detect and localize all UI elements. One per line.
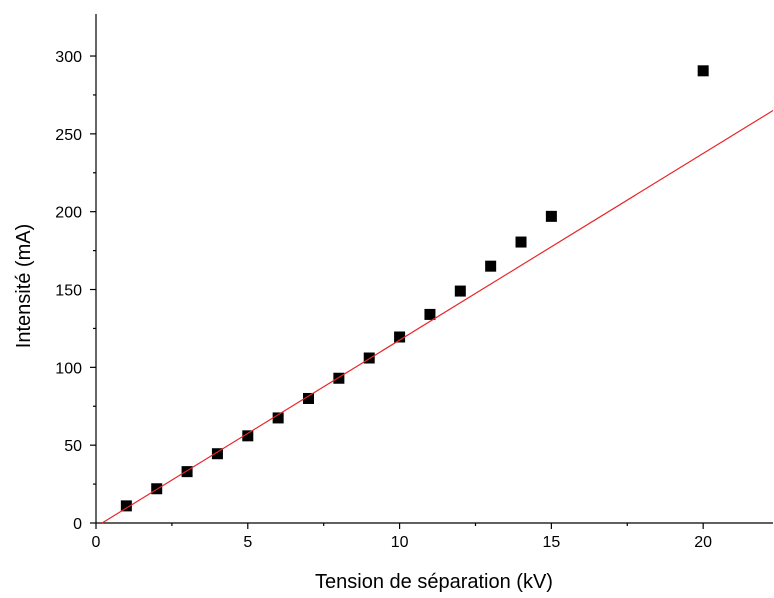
ticks (90, 55, 704, 529)
data-point (181, 466, 193, 478)
data-point (545, 210, 557, 222)
data-point (211, 448, 223, 460)
x-tick-label: 5 (243, 534, 252, 551)
x-tick-label: 15 (542, 534, 560, 551)
x-tick-label: 20 (694, 534, 712, 551)
data-point (454, 285, 466, 297)
y-tick-label: 300 (55, 49, 82, 66)
y-tick-label: 200 (55, 205, 82, 222)
marks (101, 65, 774, 524)
data-point (303, 392, 315, 404)
y-tick-label: 250 (55, 127, 82, 144)
x-axis-label: Tension de séparation (kV) (315, 571, 553, 593)
y-tick-label: 0 (73, 516, 82, 533)
data-point (272, 412, 284, 424)
y-tick-label: 100 (55, 360, 82, 377)
data-point (242, 430, 254, 442)
data-point (485, 260, 497, 272)
y-tick-label: 150 (55, 283, 82, 300)
data-point (697, 65, 709, 77)
x-tick-label: 0 (92, 534, 101, 551)
data-point (424, 308, 436, 320)
data-point (120, 500, 132, 512)
y-axis-label: Intensité (mA) (13, 224, 35, 348)
data-point (394, 331, 406, 343)
x-tick-label: 10 (391, 534, 409, 551)
y-tick-label: 50 (64, 438, 82, 455)
data-point (363, 352, 375, 364)
axes (95, 14, 773, 524)
fit-line (101, 109, 774, 524)
data-point (333, 372, 345, 384)
data-point (515, 236, 527, 248)
